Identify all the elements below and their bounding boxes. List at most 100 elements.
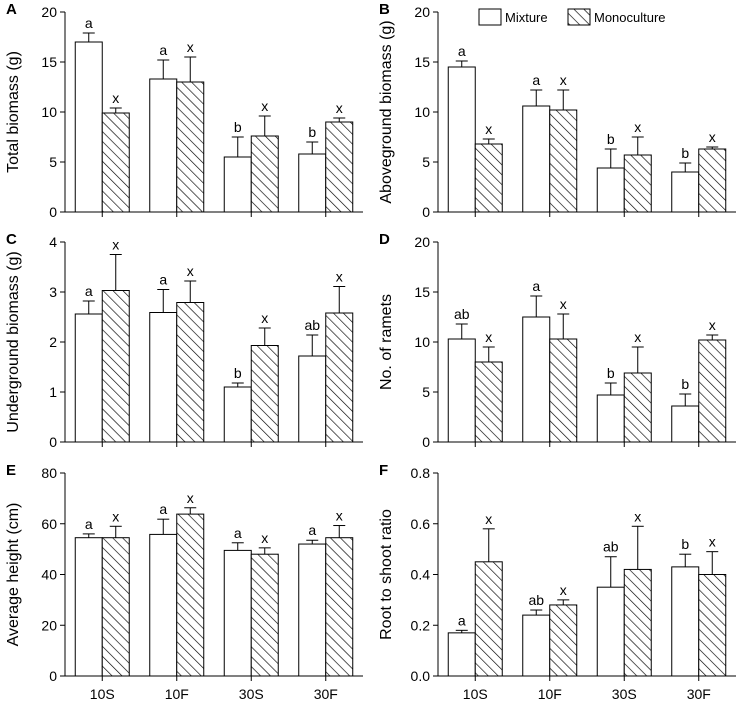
significance-letter: b xyxy=(234,119,242,135)
bar-mixture xyxy=(596,167,625,213)
significance-letter: a xyxy=(458,43,466,59)
y-tick-label: 10 xyxy=(414,334,430,350)
y-tick-label: 0.0 xyxy=(411,668,431,684)
significance-letter: x xyxy=(560,582,567,598)
bar-mixture xyxy=(596,586,625,677)
y-tick-label: 0.6 xyxy=(411,516,431,532)
significance-letter: a xyxy=(532,278,540,294)
bar-monoculture xyxy=(623,154,652,213)
legend-mixture-label: Mixture xyxy=(505,10,548,25)
bar-mixture xyxy=(298,355,327,443)
bar-mixture xyxy=(447,338,476,443)
panel-letter: D xyxy=(379,231,390,248)
y-tick-label: 20 xyxy=(41,4,57,20)
bar-monoculture xyxy=(325,312,354,443)
bar-monoculture xyxy=(325,121,354,213)
y-axis-label: Aboveground biomass (g) xyxy=(378,20,395,203)
y-tick-label: 0 xyxy=(49,434,57,450)
y-tick-label: 40 xyxy=(41,567,57,583)
significance-letter: a xyxy=(532,72,540,88)
panel-a: 0 5 10 15 20 Total biomass (g) Aa a b b x x x x xyxy=(5,1,363,220)
y-tick-label: 0 xyxy=(422,434,430,450)
y-axis-label: No. of ramets xyxy=(378,294,395,390)
bar-mixture xyxy=(74,313,103,443)
bar-monoculture xyxy=(474,143,503,213)
y-tick-label: 0 xyxy=(422,204,430,220)
significance-letter: a xyxy=(159,501,167,517)
y-axis-label: Average height (cm) xyxy=(5,503,22,647)
bar-monoculture xyxy=(101,112,130,213)
bar-mixture xyxy=(223,549,252,677)
bar-monoculture xyxy=(698,339,727,443)
panel-e: 0 20 40 60 80 Average height (cm) E 10S 10F 30S 30… xyxy=(5,462,363,702)
legend-monoculture-label: Monoculture xyxy=(594,10,666,25)
bar-monoculture xyxy=(250,553,279,677)
y-tick-label: 15 xyxy=(414,54,430,70)
bar-mixture xyxy=(223,156,252,213)
significance-letter: x xyxy=(112,508,119,524)
significance-letter: x xyxy=(709,129,716,145)
significance-letter: b xyxy=(681,536,689,552)
significance-letter: x xyxy=(261,98,268,114)
y-axis-label: Root to shoot ratio xyxy=(378,509,395,640)
y-tick-label: 15 xyxy=(41,54,57,70)
significance-letter: x xyxy=(261,530,268,546)
bar-monoculture xyxy=(176,302,205,443)
y-tick-label: 20 xyxy=(414,4,430,20)
bar-mixture xyxy=(74,41,103,213)
y-tick-label: 15 xyxy=(414,284,430,300)
significance-letter: x xyxy=(634,508,641,524)
bar-mixture xyxy=(149,78,178,213)
bar-monoculture xyxy=(698,148,727,213)
bar-mixture xyxy=(149,312,178,443)
bar-monoculture xyxy=(623,568,652,677)
bar-monoculture xyxy=(176,513,205,677)
significance-letter: x xyxy=(485,121,492,137)
significance-letter: a xyxy=(85,516,93,532)
bar-mixture xyxy=(447,66,476,213)
legend: Mixture Monoculture xyxy=(478,8,666,26)
y-tick-label: 0.4 xyxy=(411,567,431,583)
significance-letter: a xyxy=(458,612,466,628)
panel-letter: F xyxy=(379,462,388,479)
x-tick-label: 30F xyxy=(687,686,711,702)
bar-monoculture xyxy=(250,345,279,443)
significance-letter: x xyxy=(634,329,641,345)
bar-mixture xyxy=(447,632,476,677)
y-tick-label: 5 xyxy=(49,154,57,170)
panel-letter: C xyxy=(6,231,17,248)
y-tick-label: 5 xyxy=(422,154,430,170)
bar-mixture xyxy=(596,394,625,443)
significance-letter: x xyxy=(336,100,343,116)
significance-letter: a xyxy=(308,522,316,538)
significance-letter: x xyxy=(187,263,194,279)
bar-mixture xyxy=(671,566,700,677)
significance-letter: x xyxy=(336,508,343,524)
significance-letter: x xyxy=(485,329,492,345)
significance-letter: ab xyxy=(528,592,544,608)
significance-letter: x xyxy=(634,119,641,135)
bar-monoculture xyxy=(474,361,503,443)
significance-letter: b xyxy=(681,145,689,161)
bar-mixture xyxy=(671,405,700,443)
x-tick-label: 30S xyxy=(612,686,637,702)
bar-monoculture xyxy=(101,290,130,443)
y-tick-label: 0.8 xyxy=(411,465,431,481)
bar-mixture xyxy=(223,386,252,443)
y-tick-label: 0.2 xyxy=(411,617,431,633)
bar-monoculture xyxy=(101,537,130,677)
legend-mixture-swatch xyxy=(478,8,502,26)
x-tick-label: 30F xyxy=(314,686,338,702)
bar-monoculture xyxy=(623,372,652,443)
significance-letter: x xyxy=(560,296,567,312)
bar-mixture xyxy=(149,533,178,677)
bar-mixture xyxy=(298,543,327,677)
significance-letter: a xyxy=(85,15,93,31)
significance-letter: x xyxy=(485,511,492,527)
bar-monoculture xyxy=(698,574,727,677)
bar-mixture xyxy=(522,614,551,677)
panel-letter: E xyxy=(6,462,16,479)
